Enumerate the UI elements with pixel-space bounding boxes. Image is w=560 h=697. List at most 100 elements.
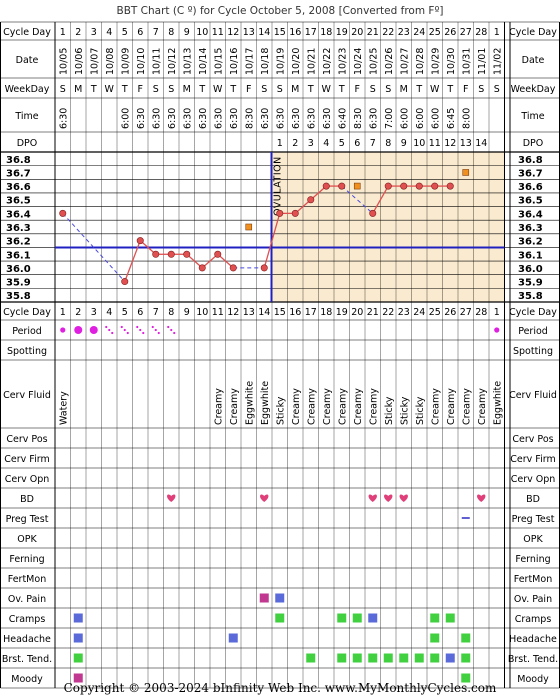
- cycle-day-bottom-cell-17: 17: [305, 307, 317, 318]
- footer-copyright: Copyright © 2003-2024 bInfinity Web Inc.…: [64, 681, 497, 695]
- cycle-day-bottom-cell-21: 21: [367, 307, 379, 318]
- bd-heart-day-23: [399, 494, 408, 502]
- date-cell-9: 10/13: [182, 48, 193, 75]
- row-label-right-moody: Moody: [517, 674, 549, 685]
- period-spot-day-5: [120, 325, 123, 329]
- cycle-day-bottom-cell-27: 27: [460, 307, 472, 318]
- dpo-cell-16: 2: [292, 138, 298, 149]
- temp-point-day-21: [369, 209, 377, 217]
- period-spot-day-7: [151, 325, 154, 329]
- y-tick-right-36-5: 36.5: [518, 196, 543, 207]
- cycle-day-cell-20: 20: [351, 27, 363, 38]
- y-tick-right-36-2: 36.2: [518, 237, 543, 248]
- row-label-right-bd: BD: [526, 494, 540, 505]
- cycle-day-cell-16: 16: [289, 27, 301, 38]
- bd-heart-day-22: [384, 494, 393, 502]
- row-label-right-cramps: Cramps: [515, 614, 552, 625]
- y-tick-right-36-7: 36.7: [518, 168, 543, 179]
- cerv-fluid-cell-25: Creamy: [430, 388, 441, 425]
- row-label-left-weekday: WeekDay: [5, 84, 50, 95]
- time-cell-6: 6:30: [136, 108, 147, 129]
- dpo-cell-20: 6: [354, 138, 360, 149]
- date-cell-1: 10/05: [58, 48, 69, 75]
- weekday-cell-13: F: [246, 84, 251, 95]
- period-spot-day-4: [111, 331, 114, 335]
- temp-point-day-26: [446, 182, 454, 190]
- cycle-day-cell-12: 12: [227, 27, 239, 38]
- dpo-cell-22: 8: [385, 138, 391, 149]
- ov-pain-mark-day-14: [259, 593, 269, 603]
- date-cell-27: 10/31: [461, 48, 472, 75]
- date-cell-7: 10/11: [151, 48, 162, 75]
- row-label-right-brst-tend: Brst. Tend.: [508, 654, 558, 665]
- time-cell-9: 6:30: [182, 108, 193, 129]
- cerv-fluid-cell-14: Eggwhite: [260, 381, 271, 425]
- dpo-cell-27: 13: [460, 138, 472, 149]
- row-label-right-spotting: Spotting: [513, 346, 553, 357]
- cycle-day-bottom-cell-16: 16: [289, 307, 301, 318]
- time-cell-24: 6:00: [415, 108, 426, 129]
- y-tick-left-36-3: 36.3: [6, 223, 31, 234]
- temp-point-day-5: [121, 278, 129, 286]
- y-tick-right-36-6: 36.6: [518, 182, 543, 193]
- cerv-fluid-cell-16: Creamy: [291, 388, 302, 425]
- cycle-day-bottom-cell-24: 24: [413, 307, 425, 318]
- weekday-cell-28: S: [478, 84, 484, 95]
- cycle-day-cell-25: 25: [429, 27, 441, 38]
- cramps-mark-day-15: [275, 613, 285, 623]
- temp-point-day-16: [291, 209, 299, 217]
- row-label-left-period: Period: [12, 326, 42, 337]
- date-cell-3: 10/07: [89, 48, 100, 75]
- y-tick-right-35-8: 35.8: [518, 291, 543, 302]
- cramps-mark-day-21: [368, 613, 378, 623]
- row-label-left-cerv-fluid: Cerv Fluid: [3, 390, 51, 401]
- cramps-mark-day-26: [445, 613, 455, 623]
- post-ovulation-region: [272, 152, 505, 302]
- date-cell-11: 10/15: [213, 48, 224, 75]
- weekday-cell-20: F: [355, 84, 360, 95]
- period-spot-day-5: [123, 328, 126, 332]
- time-cell-18: 6:30: [322, 108, 333, 129]
- cycle-day-cell-14: 14: [258, 27, 270, 38]
- cycle-day-bottom-cell-9: 9: [184, 307, 190, 318]
- row-label-right-cerv-pos: Cerv Pos: [512, 434, 553, 445]
- cycle-day-cell-15: 15: [274, 27, 286, 38]
- row-label-left-cerv-pos: Cerv Pos: [6, 434, 47, 445]
- temp-point-day-7: [152, 250, 160, 258]
- cycle-day-bottom-cell-12: 12: [227, 307, 239, 318]
- row-label-left-spotting: Spotting: [7, 346, 47, 357]
- ovulation-label: OVULATION: [273, 156, 284, 216]
- date-cell-21: 10/25: [368, 48, 379, 75]
- cycle-day-cell-8: 8: [168, 27, 174, 38]
- bd-heart-day-28: [477, 494, 486, 502]
- time-cell-22: 7:00: [384, 108, 395, 129]
- date-cell-5: 10/09: [120, 48, 131, 75]
- cramps-mark-day-20: [352, 613, 362, 623]
- row-label-right-headache: Headache: [509, 634, 557, 645]
- cycle-day-cell-28: 28: [475, 27, 487, 38]
- date-cell-6: 10/10: [136, 48, 147, 75]
- cycle-day-cell-24: 24: [413, 27, 425, 38]
- time-cell-17: 6:30: [306, 108, 317, 129]
- row-label-left-cramps: Cramps: [9, 614, 46, 625]
- cycle-day-bottom-cell-8: 8: [168, 307, 174, 318]
- y-tick-right-36-4: 36.4: [518, 209, 543, 220]
- temp-point-day-12: [229, 264, 237, 272]
- bd-heart-day-8: [167, 494, 176, 502]
- cerv-fluid-cell-21: Creamy: [368, 388, 379, 425]
- y-tick-left-36-7: 36.7: [6, 168, 31, 179]
- period-spot-day-8: [170, 328, 173, 332]
- time-cell-7: 6:30: [151, 108, 162, 129]
- weekday-cell-26: T: [446, 84, 453, 95]
- period-spot-day-5: [126, 331, 129, 335]
- brst-tend-mark-day-27: [461, 653, 471, 663]
- row-label-left-opk: OPK: [17, 534, 37, 545]
- cycle-day-cell-23: 23: [398, 27, 410, 38]
- dpo-cell-18: 4: [323, 138, 329, 149]
- cycle-day-cell-4: 4: [106, 27, 112, 38]
- moody-mark-day-2: [73, 673, 83, 683]
- weekday-cell-24: T: [415, 84, 422, 95]
- weekday-cell-29: S: [494, 84, 500, 95]
- row-label-left-bd: BD: [20, 494, 34, 505]
